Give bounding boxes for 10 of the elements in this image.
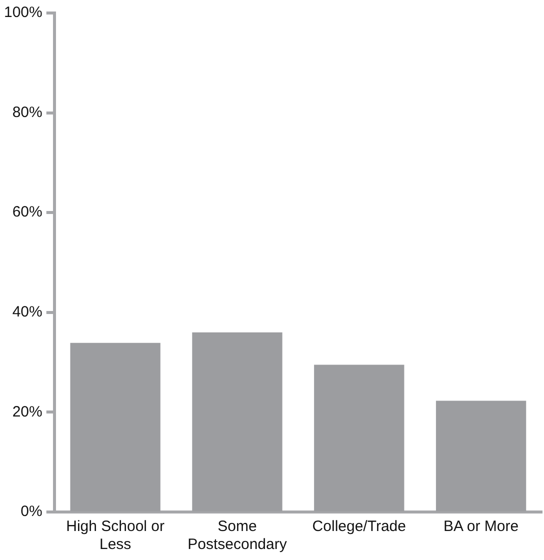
y-tick-label: 40% [12, 304, 42, 321]
x-tick-label: High School or Less [66, 518, 165, 554]
x-tick-label: BA or More [444, 518, 519, 536]
y-tick-label: 60% [12, 204, 42, 221]
x-tick-label: College/Trade [312, 518, 406, 536]
y-tick-label: 0% [20, 503, 42, 520]
y-tick-label: 20% [12, 403, 42, 420]
y-tick-label: 100% [4, 4, 42, 22]
y-tick-label: 80% [12, 104, 42, 121]
x-tick-label: Some Postsecondary [188, 518, 288, 554]
